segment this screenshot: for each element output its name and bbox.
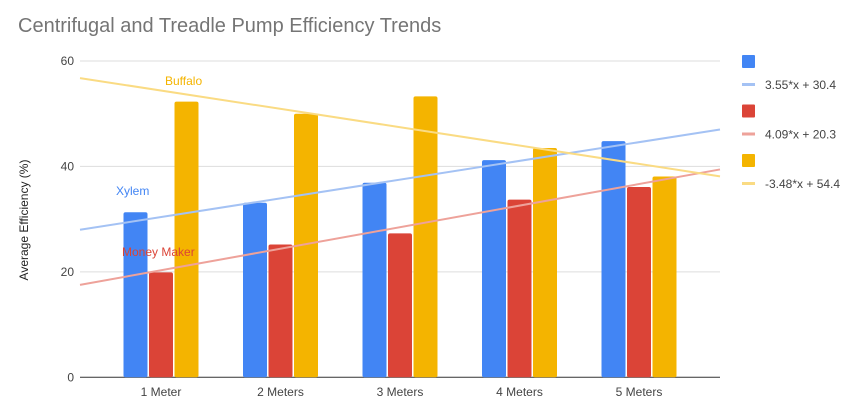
y-tick-label: 20 [61,265,75,279]
bar-buffalo [652,176,677,378]
trendline-xylem [79,128,721,231]
bar-xylem [482,160,506,378]
x-tick-label: 3 Meters [377,385,424,399]
legend-trend-label: 3.55*x + 30.4 [765,78,836,92]
y-tick-label: 60 [61,54,75,68]
legend-trend-label: -3.48*x + 54.4 [765,177,840,191]
y-axis-label: Average Efficiency (%) [17,160,31,281]
chart-title: Centrifugal and Treadle Pump Efficiency … [18,15,442,37]
legend-trend-swatch [742,83,755,86]
bar-buffalo [294,113,318,378]
legend-trend-label: 4.09*x + 20.3 [765,128,836,142]
legend-trend-swatch [742,182,755,185]
x-tick-label: 5 Meters [616,385,663,399]
bar-money-maker [388,233,412,378]
trendline-buffalo [79,77,721,178]
bar-buffalo [413,96,438,378]
bar-xylem [123,212,148,378]
bar-money-maker [149,272,173,378]
bar-xylem [362,182,387,378]
series-annotation: Buffalo [165,74,202,88]
y-tick-label: 40 [61,159,75,173]
series-annotation: Money Maker [122,245,195,259]
x-tick-label: 2 Meters [257,385,304,399]
bar-money-maker [507,199,532,378]
bar-buffalo [174,101,199,378]
trendline-money-maker [79,168,721,286]
bar-xylem [243,202,267,378]
x-tick-label: 4 Meters [496,385,543,399]
bar-money-maker [268,244,293,378]
y-tick-label: 0 [67,370,74,384]
bar-xylem [601,141,626,378]
series-annotation: Xylem [116,184,149,198]
legend-swatch [742,154,755,167]
x-tick-label: 1 Meter [141,385,182,399]
legend-trend-swatch [742,132,755,136]
bar-money-maker [627,186,651,378]
legend-swatch [742,104,755,118]
legend-swatch [742,55,755,68]
bar-buffalo [533,147,557,378]
